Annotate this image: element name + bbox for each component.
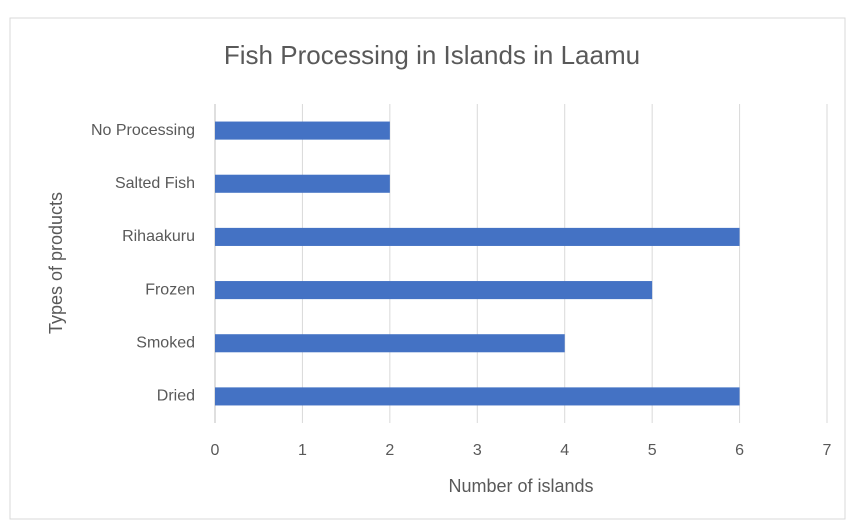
y-axis-title: Types of products xyxy=(46,192,66,334)
x-tick-label: 3 xyxy=(473,442,482,459)
bar xyxy=(215,387,740,406)
bar xyxy=(215,174,390,193)
x-axis-title: Number of islands xyxy=(448,476,593,496)
bar xyxy=(215,281,653,300)
x-tick-label: 6 xyxy=(735,442,744,459)
x-tick-label: 2 xyxy=(385,442,394,459)
y-tick-label: Frozen xyxy=(145,281,195,298)
x-tick-label: 0 xyxy=(211,442,220,459)
bar xyxy=(215,334,565,353)
y-tick-label: Dried xyxy=(157,388,195,405)
y-tick-label: Salted Fish xyxy=(115,175,195,192)
bar xyxy=(215,227,740,246)
chart-title: Fish Processing in Islands in Laamu xyxy=(224,40,640,70)
y-tick-label: Rihaakuru xyxy=(122,228,195,245)
x-tick-label: 7 xyxy=(823,442,832,459)
x-tick-label: 4 xyxy=(560,442,569,459)
y-tick-label: No Processing xyxy=(91,122,195,139)
x-tick-label: 1 xyxy=(298,442,307,459)
x-tick-label: 5 xyxy=(648,442,657,459)
y-tick-label: Smoked xyxy=(136,334,195,351)
bar xyxy=(215,121,390,140)
chart-frame xyxy=(9,17,846,520)
